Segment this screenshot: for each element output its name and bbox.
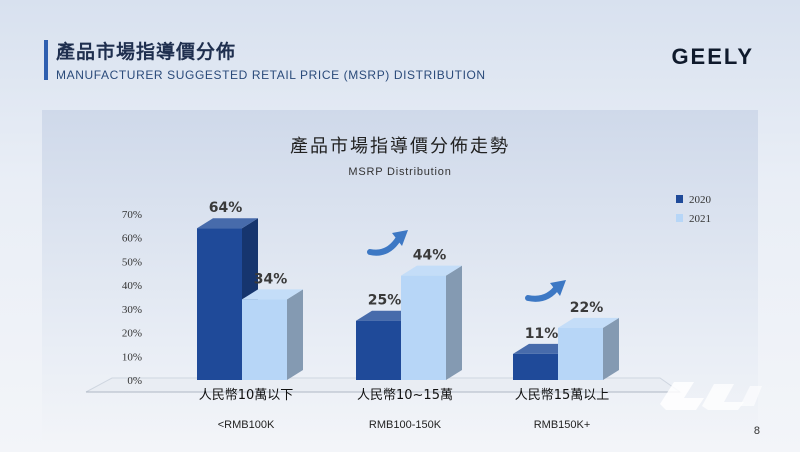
bar-top — [558, 317, 619, 328]
category-label: 人民幣15萬以上 — [515, 388, 610, 403]
bar-value-label: 64% — [209, 200, 243, 216]
bar-top — [197, 218, 258, 229]
bar-series-2021 — [401, 265, 462, 380]
legend-swatch — [676, 195, 683, 203]
category-sublabel: RMB150K+ — [534, 419, 591, 431]
y-tick-label: 50% — [122, 256, 142, 268]
bar-front — [242, 299, 287, 380]
legend-label: 2020 — [689, 194, 712, 206]
chart-floor — [85, 377, 682, 393]
bar-value-label: 44% — [413, 248, 447, 264]
y-tick-label: 30% — [122, 304, 142, 316]
bar-side — [603, 317, 619, 380]
bar-series-2021 — [242, 289, 303, 380]
category-sublabel: RMB100-150K — [369, 419, 442, 431]
page-subtitle: MANUFACTURER SUGGESTED RETAIL PRICE (MSR… — [56, 68, 486, 82]
bars-group: 64% 34% 人民幣10萬以下 <RMB100K 25% 44% 人民幣10~15萬 RMB… — [197, 200, 619, 431]
bar-front — [558, 327, 603, 380]
trend-arrow-head — [550, 280, 566, 296]
category-label: 人民幣10萬以下 — [199, 388, 294, 403]
bar-value-label: 34% — [254, 271, 288, 287]
y-tick-label: 10% — [122, 351, 142, 363]
bar-front — [513, 353, 558, 380]
bar-front — [401, 275, 446, 380]
bar-series-2021 — [558, 317, 619, 380]
trend-arrows — [367, 230, 566, 302]
bar-front — [356, 320, 401, 380]
legend: 2020 2021 — [676, 194, 712, 225]
page-number: 8 — [753, 425, 760, 437]
trend-arrow-shaft — [367, 233, 403, 256]
bar-side — [446, 265, 462, 380]
bar-value-label: 22% — [570, 300, 604, 316]
legend-label: 2021 — [689, 213, 711, 225]
legend-swatch — [676, 214, 683, 222]
y-tick-label: 20% — [122, 328, 142, 340]
y-tick-label: 40% — [122, 280, 142, 292]
bar-value-label: 25% — [368, 293, 402, 309]
page-title: 產品市場指導價分佈 — [56, 41, 237, 63]
geely-logo: GEELY — [671, 44, 754, 69]
bar-front — [197, 228, 242, 380]
bar-value-label: 11% — [525, 326, 559, 342]
title-accent-bar — [44, 40, 48, 80]
bar-top — [242, 289, 303, 300]
y-tick-label: 60% — [122, 233, 142, 245]
bar-top — [401, 265, 462, 276]
chart-title: 產品市場指導價分佈走勢 — [290, 136, 510, 157]
y-tick-label: 0% — [127, 375, 142, 387]
category-label: 人民幣10~15萬 — [357, 388, 453, 403]
category-sublabel: <RMB100K — [218, 419, 275, 431]
trend-arrow-shaft — [525, 283, 561, 302]
chart-subtitle: MSRP Distribution — [348, 166, 451, 178]
trend-arrow-head — [392, 230, 408, 246]
bar-side — [287, 289, 303, 380]
y-tick-label: 70% — [122, 209, 142, 221]
y-axis: 0% 10% 20% 30% 40% 50% 60% 70% — [122, 209, 142, 387]
dianche-watermark-icon — [660, 382, 762, 410]
